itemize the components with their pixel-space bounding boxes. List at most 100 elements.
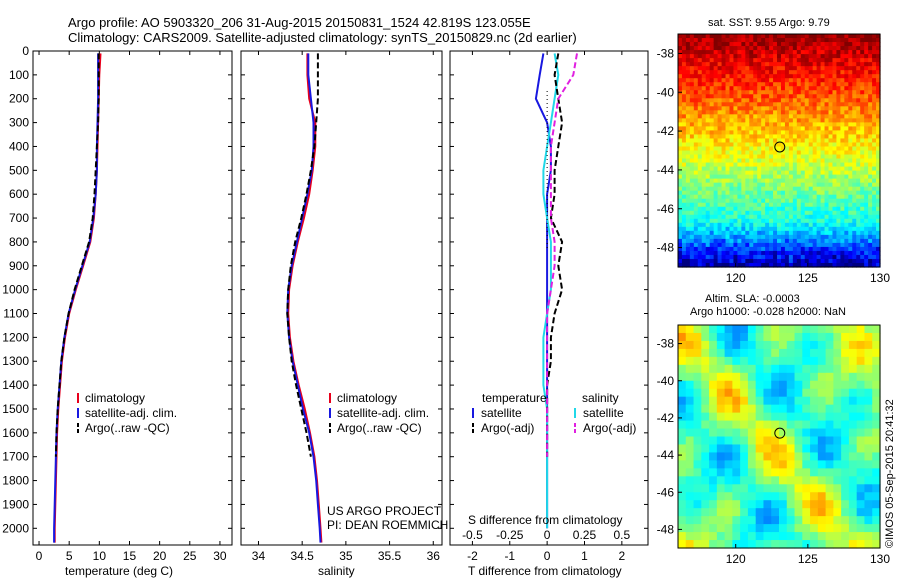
heatmap-cell <box>721 106 727 111</box>
heatmap-cell <box>761 214 766 220</box>
heatmap-cell <box>685 444 695 454</box>
heatmap-cell <box>733 70 739 75</box>
heatmap-cell <box>780 122 786 127</box>
heatmap-cell <box>817 380 827 390</box>
heatmap-cell <box>808 58 814 63</box>
heatmap-cell <box>709 348 718 358</box>
heatmap-cell <box>779 508 788 517</box>
heatmap-cell <box>828 138 834 144</box>
heatmap-cell <box>709 214 715 220</box>
heatmap-cell <box>802 468 811 477</box>
heatmap-cell <box>848 142 853 148</box>
heatmap-cell <box>747 540 757 549</box>
heatmap-cell <box>724 508 733 517</box>
heatmap-cell <box>721 54 727 59</box>
heatmap-cell <box>841 500 850 509</box>
heatmap-cell <box>709 166 715 172</box>
heatmap-cell <box>848 110 853 115</box>
heatmap-cell <box>777 162 782 168</box>
heatmap-cell <box>729 158 735 164</box>
heatmap-cell <box>788 106 794 111</box>
heatmap-cell <box>747 380 757 390</box>
heatmap-cell <box>697 218 703 224</box>
heatmap-cell <box>872 158 877 164</box>
heatmap-cell <box>757 58 762 63</box>
heatmap-cell <box>681 206 687 212</box>
heatmap-cell <box>733 82 739 87</box>
heatmap-cell <box>761 174 766 180</box>
heatmap-cell <box>856 468 866 477</box>
heatmap-cell <box>856 238 861 244</box>
heatmap-cell <box>678 110 683 115</box>
heatmap-cell <box>864 436 873 446</box>
heatmap-cell <box>796 102 802 107</box>
heatmap-cell <box>820 182 826 188</box>
heatmap-cell <box>868 202 873 208</box>
heatmap-cell <box>784 34 790 39</box>
heatmap-cell <box>701 516 710 525</box>
heatmap-cell <box>856 340 866 350</box>
heatmap-cell <box>757 78 762 83</box>
heatmap-cell <box>780 206 786 212</box>
heatmap-cell <box>824 234 830 240</box>
heatmap-cell <box>747 325 757 334</box>
heatmap-cell <box>860 226 865 232</box>
y-tick-label: 1200 <box>2 330 29 344</box>
heatmap-cell <box>784 238 790 244</box>
heatmap-cell <box>709 325 718 334</box>
heatmap-cell <box>741 58 746 63</box>
heatmap-cell <box>773 106 778 111</box>
heatmap-cell <box>812 262 818 268</box>
heatmap-cell <box>792 234 798 240</box>
heatmap-cell <box>737 222 742 228</box>
heatmap-cell <box>810 404 819 414</box>
heatmap-cell <box>876 86 881 91</box>
heatmap-cell <box>777 102 782 107</box>
heatmap-cell <box>729 250 735 256</box>
heatmap-cell <box>693 46 699 51</box>
heatmap-cell <box>864 372 873 382</box>
heatmap-cell <box>765 198 770 204</box>
heatmap-cell <box>860 46 865 51</box>
heatmap-cell <box>824 98 830 103</box>
heatmap-cell <box>753 194 758 200</box>
heatmap-cell <box>872 202 877 208</box>
heatmap-cell <box>808 46 814 51</box>
heatmap-cell <box>678 210 683 216</box>
heatmap-cell <box>717 102 723 107</box>
heatmap-cell <box>784 134 790 140</box>
heatmap-cell <box>779 492 788 501</box>
heatmap-cell <box>868 142 873 148</box>
heatmap-cell <box>848 98 853 103</box>
heatmap-cell <box>693 102 699 107</box>
heatmap-cell <box>856 90 861 95</box>
heatmap-cell <box>681 46 687 51</box>
heatmap-cell <box>681 42 687 47</box>
heatmap-cell <box>725 234 731 240</box>
heatmap-cell <box>832 214 838 220</box>
heatmap-cell <box>784 150 790 156</box>
heatmap-cell <box>724 340 733 350</box>
heatmap-cell <box>804 58 810 63</box>
heatmap-cell <box>761 226 766 232</box>
heatmap-cell <box>749 222 754 228</box>
heatmap-cell <box>840 254 845 260</box>
heatmap-cell <box>856 46 861 51</box>
heatmap-cell <box>761 78 766 83</box>
heatmap-cell <box>721 126 727 132</box>
heatmap-cell <box>802 524 811 533</box>
heatmap-cell <box>800 238 806 244</box>
heatmap-cell <box>721 198 727 204</box>
heatmap-cell <box>832 166 838 172</box>
heatmap-cell <box>749 42 754 47</box>
heatmap-cell <box>868 118 873 123</box>
heatmap-cell <box>828 162 834 168</box>
heatmap-cell <box>828 242 834 248</box>
heatmap-cell <box>832 150 838 156</box>
heatmap-cell <box>820 70 826 75</box>
heatmap-cell <box>737 146 742 152</box>
heatmap-cell <box>705 230 711 236</box>
heatmap-cell <box>833 524 842 533</box>
heatmap-cell <box>820 110 826 115</box>
heatmap-cell <box>709 388 718 398</box>
